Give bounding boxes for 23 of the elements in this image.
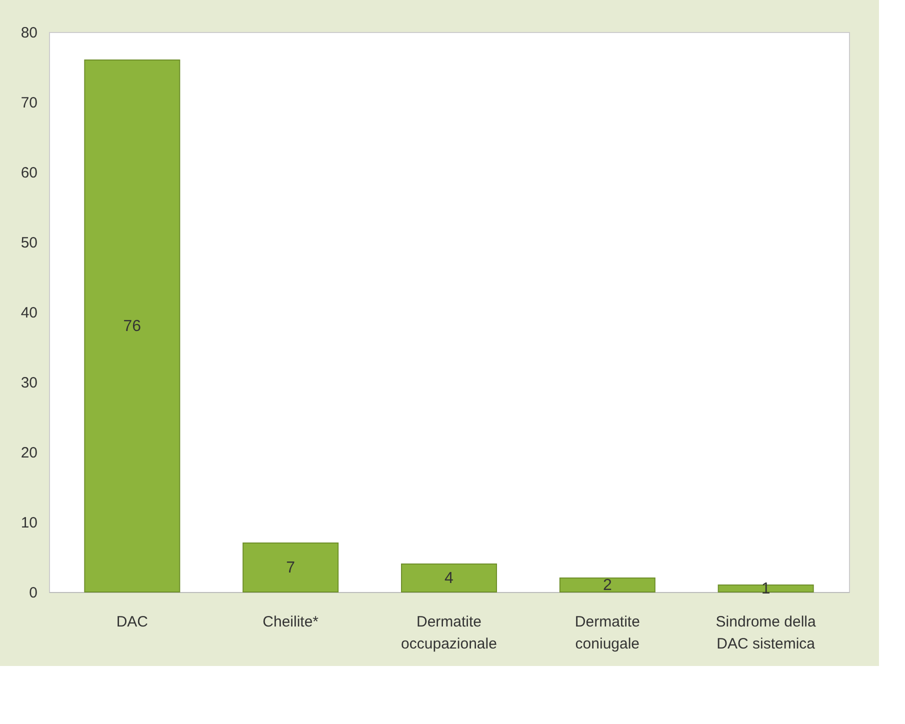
bar [401, 564, 497, 592]
x-tick-label: Dermatite occupazionale [401, 614, 497, 652]
y-tick-label: 20 [20, 444, 38, 462]
x-tick-label: Sindrome della DAC sistemica [716, 614, 817, 652]
y-tick-label: 60 [20, 164, 38, 182]
x-tick-label: Dermatite coniugale [574, 614, 640, 652]
y-tick-label: 70 [20, 94, 38, 112]
y-tick-label: 0 [29, 584, 38, 602]
x-tick-label: DAC [116, 614, 148, 630]
bar [242, 542, 339, 592]
bar [718, 584, 814, 592]
y-tick-label: 50 [20, 234, 38, 252]
y-tick-label: 30 [20, 374, 38, 392]
data-label: 4 [444, 570, 454, 587]
y-tick-label: 10 [20, 514, 38, 532]
y-tick-label: 40 [20, 304, 38, 322]
bar [84, 60, 180, 592]
data-label: 2 [602, 577, 612, 594]
bar [559, 578, 656, 592]
x-tick-label: Cheilite* [262, 614, 319, 630]
y-tick-label: 80 [20, 24, 38, 42]
data-label: 7 [286, 560, 296, 576]
data-label: 76 [123, 318, 142, 335]
